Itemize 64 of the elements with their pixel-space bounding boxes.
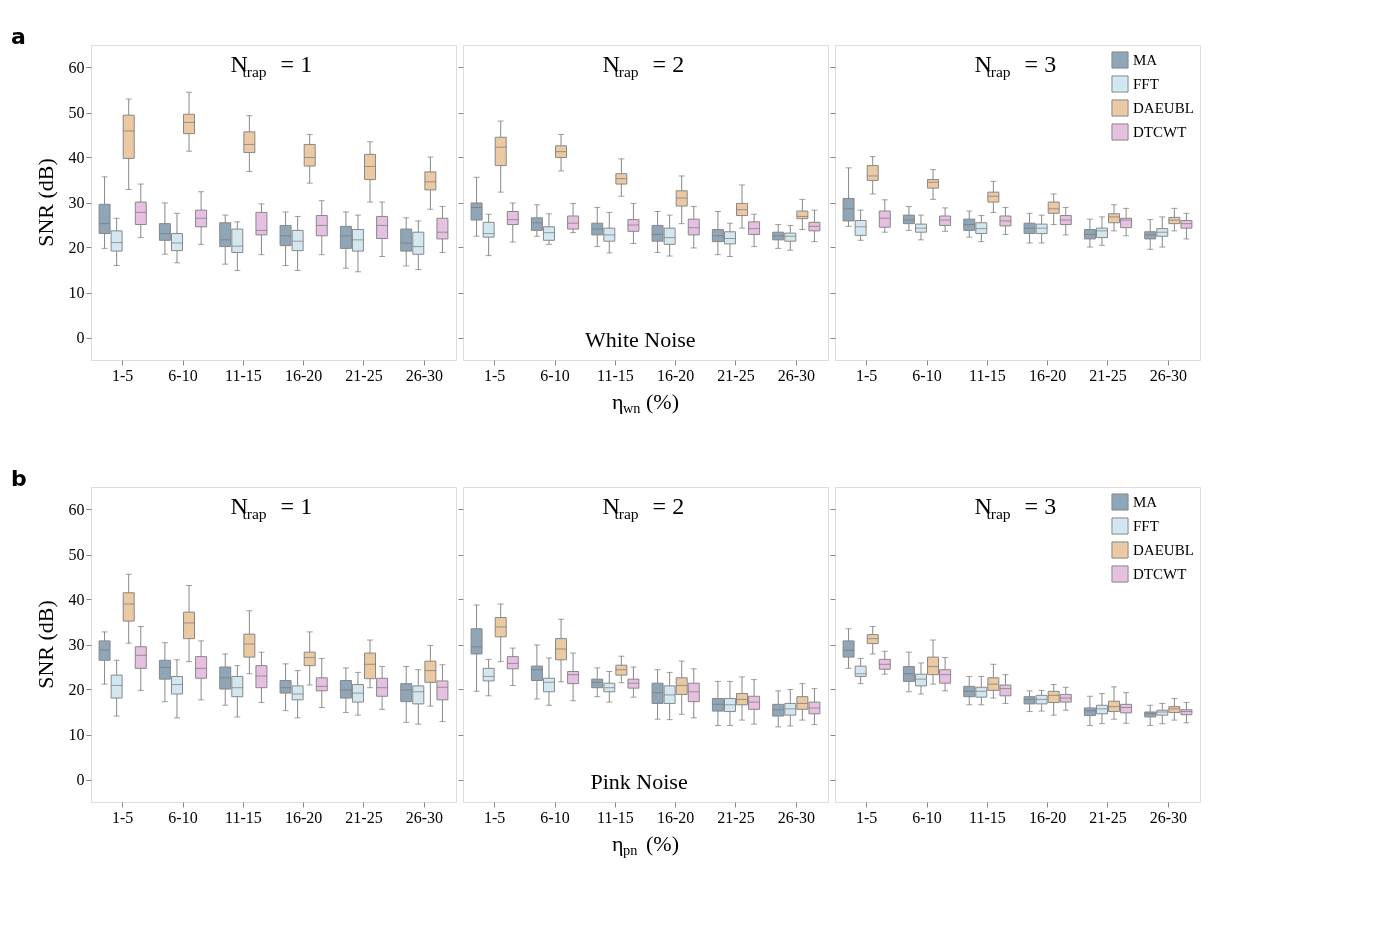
legend-label: DAEUBL bbox=[1133, 542, 1194, 558]
y-axis-title: SNR (dB) bbox=[33, 600, 58, 689]
x-tick-label: 1-5 bbox=[112, 366, 134, 384]
annotation: White Noise bbox=[585, 327, 696, 352]
x-tick-label: 26-30 bbox=[777, 366, 815, 384]
y-tick-label: 0 bbox=[76, 329, 85, 346]
y-tick-label: 20 bbox=[68, 239, 85, 256]
x-tick-label: 26-30 bbox=[1149, 808, 1187, 826]
x-tick-label: 11-15 bbox=[596, 366, 634, 384]
x-tick-label: 21-25 bbox=[717, 808, 755, 826]
x-tick-label: 16-20 bbox=[657, 808, 695, 826]
x-tick-label: 11-15 bbox=[596, 808, 634, 826]
x-tick-label: 16-20 bbox=[1029, 808, 1067, 826]
y-tick-label: 60 bbox=[68, 59, 85, 76]
x-tick-label: 21-25 bbox=[1089, 366, 1127, 384]
y-tick-label: 10 bbox=[68, 726, 85, 743]
y-tick-label: 30 bbox=[68, 194, 85, 211]
x-tick-label: 6-10 bbox=[912, 366, 942, 384]
legend-label: DTCWT bbox=[1133, 124, 1187, 140]
x-tick-label: 11-15 bbox=[224, 808, 262, 826]
x-tick-label: 21-25 bbox=[1089, 808, 1127, 826]
y-axis-title: SNR (dB) bbox=[33, 158, 58, 247]
x-tick-label: 1-5 bbox=[484, 366, 506, 384]
x-tick-label: 6-10 bbox=[168, 808, 198, 826]
x-tick-label: 26-30 bbox=[777, 808, 815, 826]
y-tick-label: 40 bbox=[68, 591, 85, 608]
x-tick-label: 26-30 bbox=[1149, 366, 1187, 384]
text: b bbox=[11, 466, 27, 491]
x-tick-label: 11-15 bbox=[968, 366, 1006, 384]
x-tick-label: 1-5 bbox=[484, 808, 506, 826]
x-tick-label: 11-15 bbox=[968, 808, 1006, 826]
x-tick-label: 1-5 bbox=[856, 808, 878, 826]
x-tick-label: 21-25 bbox=[345, 808, 383, 826]
x-tick-label: 6-10 bbox=[168, 366, 198, 384]
y-tick-label: 30 bbox=[68, 636, 85, 653]
legend-label: MA bbox=[1133, 494, 1158, 510]
x-tick-label: 21-25 bbox=[717, 366, 755, 384]
y-tick-label: 40 bbox=[68, 149, 85, 166]
x-tick-label: 26-30 bbox=[405, 366, 443, 384]
legend-label: DAEUBL bbox=[1133, 100, 1194, 116]
legend-label: FFT bbox=[1133, 518, 1159, 534]
legend-label: MA bbox=[1133, 52, 1158, 68]
y-tick-label: 0 bbox=[76, 771, 85, 788]
y-tick-label: 50 bbox=[68, 104, 85, 121]
annotation: Pink Noise bbox=[590, 769, 688, 794]
text: a bbox=[11, 24, 26, 49]
y-tick-label: 50 bbox=[68, 546, 85, 563]
x-tick-label: 1-5 bbox=[856, 366, 878, 384]
y-tick-label: 10 bbox=[68, 284, 85, 301]
x-tick-label: 26-30 bbox=[405, 808, 443, 826]
y-tick-label: 20 bbox=[68, 681, 85, 698]
x-tick-label: 16-20 bbox=[1029, 366, 1067, 384]
x-tick-label: 16-20 bbox=[657, 366, 695, 384]
x-tick-label: 1-5 bbox=[112, 808, 134, 826]
x-tick-label: 6-10 bbox=[540, 366, 570, 384]
x-tick-label: 6-10 bbox=[912, 808, 942, 826]
x-tick-label: 21-25 bbox=[345, 366, 383, 384]
x-tick-label: 11-15 bbox=[224, 366, 262, 384]
x-tick-label: 16-20 bbox=[285, 366, 323, 384]
legend-label: DTCWT bbox=[1133, 566, 1187, 582]
legend-label: FFT bbox=[1133, 76, 1159, 92]
y-tick-label: 60 bbox=[68, 501, 85, 518]
x-tick-label: 16-20 bbox=[285, 808, 323, 826]
x-tick-label: 6-10 bbox=[540, 808, 570, 826]
